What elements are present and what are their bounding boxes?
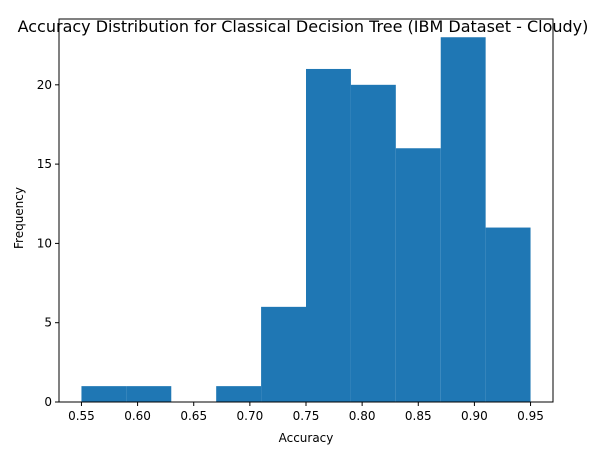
histogram-bar [395,148,441,402]
x-tick-label: 0.80 [349,409,376,423]
histogram-bar [216,386,262,402]
x-tick-label: 0.70 [237,409,264,423]
histogram-bar [350,84,396,402]
x-tick-label: 0.65 [180,409,207,423]
y-tick-label: 15 [37,157,52,171]
x-tick-label: 0.85 [405,409,432,423]
histogram-bar [485,227,531,402]
y-tick-label: 0 [44,395,52,409]
x-tick-label: 0.60 [124,409,151,423]
histogram-bar [261,306,306,402]
y-axis-label: Frequency [12,187,26,249]
bars-group [81,37,531,403]
chart-title: Accuracy Distribution for Classical Deci… [18,17,589,36]
histogram-bar [126,386,172,402]
x-tick-label: 0.90 [461,409,488,423]
y-tick-label: 10 [37,236,52,250]
x-tick-label: 0.55 [68,409,95,423]
x-axis-label: Accuracy [279,431,334,445]
y-axis: 0 5 10 15 20 [37,78,59,409]
x-tick-label: 0.75 [293,409,320,423]
histogram-bar [440,37,486,402]
x-tick-label: 0.95 [517,409,544,423]
histogram-bar [81,386,127,402]
y-tick-label: 20 [37,78,52,92]
histogram-bar [306,68,351,403]
y-tick-label: 5 [44,316,52,330]
x-axis: 0.55 0.60 0.65 0.70 0.75 0.80 0.85 0.90 0.95 [68,402,544,423]
